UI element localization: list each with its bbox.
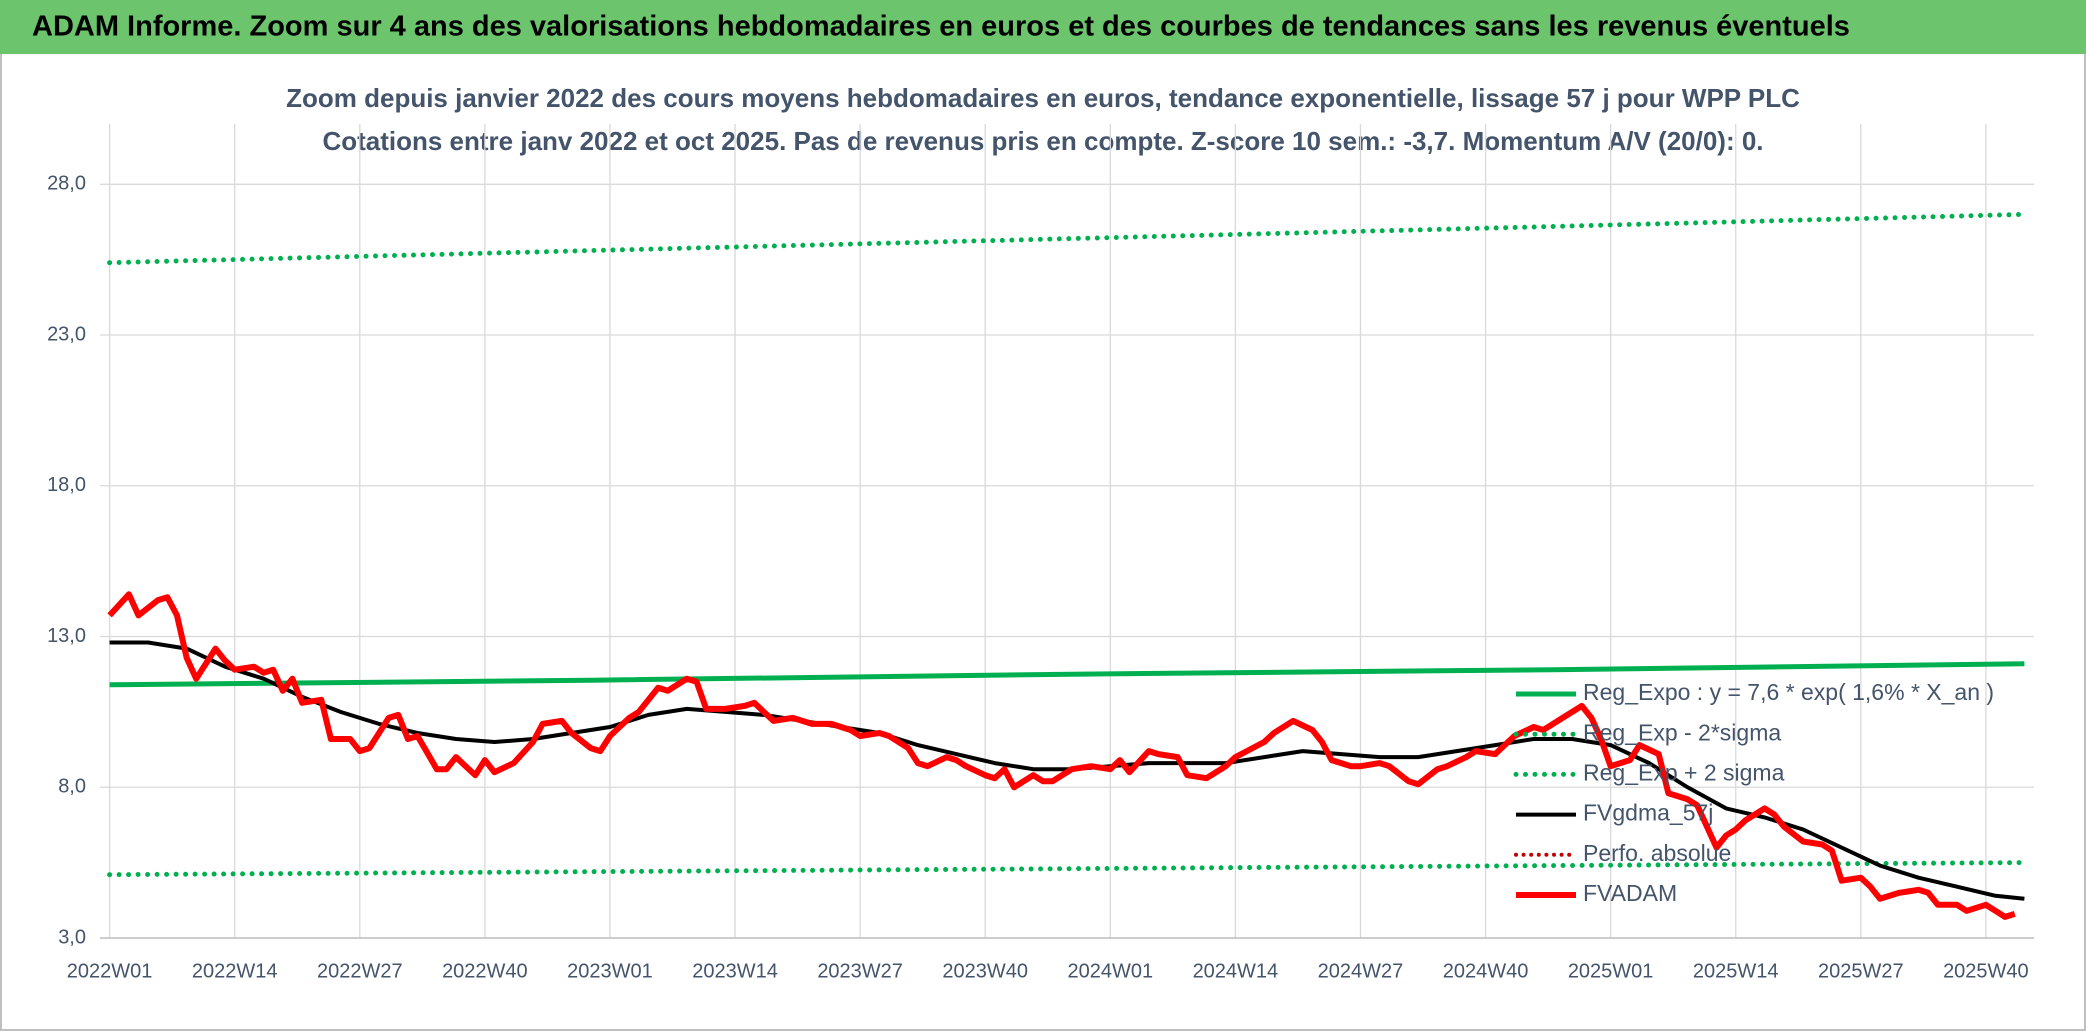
x-tick-label: 2024W40 bbox=[1443, 960, 1529, 982]
y-tick-label: 13,0 bbox=[47, 625, 86, 647]
x-tick-label: 2022W27 bbox=[317, 960, 403, 982]
legend-label: FVADAM bbox=[1583, 880, 1677, 906]
header-title: ADAM Informe. Zoom sur 4 ans des valoris… bbox=[32, 11, 1850, 43]
header-bar bbox=[0, 0, 2086, 54]
x-tick-label: 2024W27 bbox=[1318, 960, 1404, 982]
legend-label: Reg_Expo : y = 7,6 * exp( 1,6% * X_an ) bbox=[1583, 679, 1994, 705]
y-tick-label: 18,0 bbox=[47, 474, 86, 496]
series-line bbox=[107, 211, 2027, 266]
x-tick-label: 2022W14 bbox=[192, 960, 278, 982]
x-tick-label: 2023W40 bbox=[942, 960, 1028, 982]
x-tick-label: 2023W01 bbox=[567, 960, 653, 982]
x-tick-label: 2025W27 bbox=[1818, 960, 1904, 982]
x-tick-label: 2025W40 bbox=[1943, 960, 2029, 982]
y-tick-label: 8,0 bbox=[58, 776, 86, 798]
legend-label: Reg_Exp - 2*sigma bbox=[1583, 719, 1781, 745]
x-tick-label: 2022W01 bbox=[67, 960, 153, 982]
x-tick-label: 2025W14 bbox=[1693, 960, 1779, 982]
chart-title: Zoom depuis janvier 2022 des cours moyen… bbox=[286, 83, 1800, 113]
y-tick-label: 3,0 bbox=[58, 926, 86, 948]
series-line bbox=[107, 591, 2016, 920]
x-tick-label: 2023W27 bbox=[817, 960, 903, 982]
legend-label: Perfo. absolue bbox=[1583, 840, 1731, 866]
x-tick-label: 2024W14 bbox=[1193, 960, 1279, 982]
chart-subtitle: Cotations entre janv 2022 et oct 2025. P… bbox=[322, 126, 1763, 156]
y-tick-label: 28,0 bbox=[47, 173, 86, 195]
grid: 3,0 8,0 13,0 18,0 23,0 28,0 2022W01 2022W14 2022… bbox=[47, 124, 2034, 982]
x-tick-label: 2023W14 bbox=[692, 960, 778, 982]
x-tick-label: 2025W01 bbox=[1568, 960, 1654, 982]
x-tick-label: 2024W01 bbox=[1067, 960, 1153, 982]
plot bbox=[107, 211, 2027, 920]
legend-label: Reg_Exp + 2 sigma bbox=[1583, 759, 1785, 785]
y-tick-label: 23,0 bbox=[47, 323, 86, 345]
x-tick-label: 2022W40 bbox=[442, 960, 528, 982]
series-line bbox=[107, 860, 2027, 878]
legend: Reg_Expo : y = 7,6 * exp( 1,6% * X_an ) R… bbox=[1513, 679, 1994, 906]
legend-label: FVgdma_57j bbox=[1583, 800, 1713, 826]
series-line bbox=[109, 661, 2025, 688]
